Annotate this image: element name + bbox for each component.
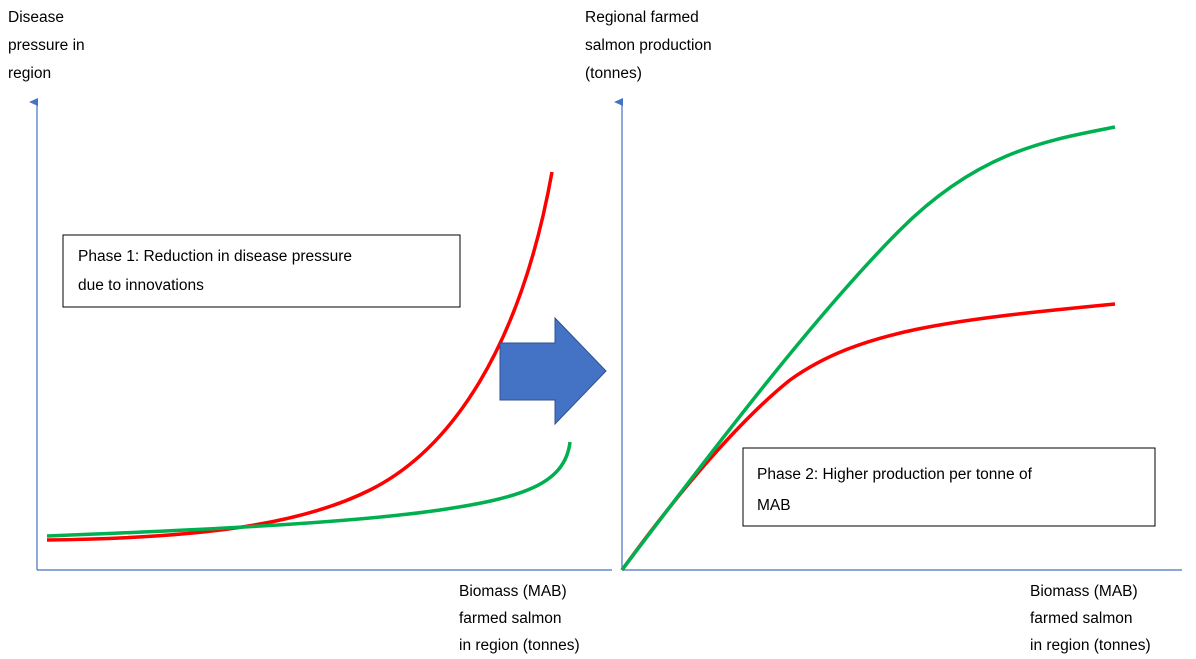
x-axis-label: Biomass (MAB) bbox=[459, 583, 567, 600]
red-curve bbox=[620, 302, 1116, 572]
red-curve bbox=[46, 171, 554, 542]
block-arrow bbox=[499, 316, 607, 426]
box-text: Phase 1: Reduction in disease pressure bbox=[78, 248, 352, 265]
box-text: Phase 2: Higher production per tonne of bbox=[757, 466, 1033, 483]
x-axis-label: farmed salmon bbox=[1030, 610, 1133, 627]
box-text: MAB bbox=[757, 497, 791, 514]
x-axis-label: farmed salmon bbox=[459, 610, 562, 627]
phase-box bbox=[742, 447, 1156, 527]
green-curve bbox=[46, 441, 572, 538]
phase-box bbox=[62, 234, 461, 308]
y-axis-label: Regional farmed bbox=[585, 9, 699, 26]
box-text: due to innovations bbox=[78, 277, 204, 294]
green-curve bbox=[620, 125, 1116, 572]
y-axis-label: salmon production bbox=[585, 37, 712, 54]
y-axis-label: pressure in bbox=[8, 37, 85, 54]
x-axis-label: in region (tonnes) bbox=[1030, 637, 1151, 654]
y-axis-label: (tonnes) bbox=[585, 65, 642, 82]
x-axis-label: in region (tonnes) bbox=[459, 637, 580, 654]
y-axis-label: Disease bbox=[8, 9, 64, 26]
x-axis-label: Biomass (MAB) bbox=[1030, 583, 1138, 600]
y-axis-label: region bbox=[8, 65, 51, 82]
